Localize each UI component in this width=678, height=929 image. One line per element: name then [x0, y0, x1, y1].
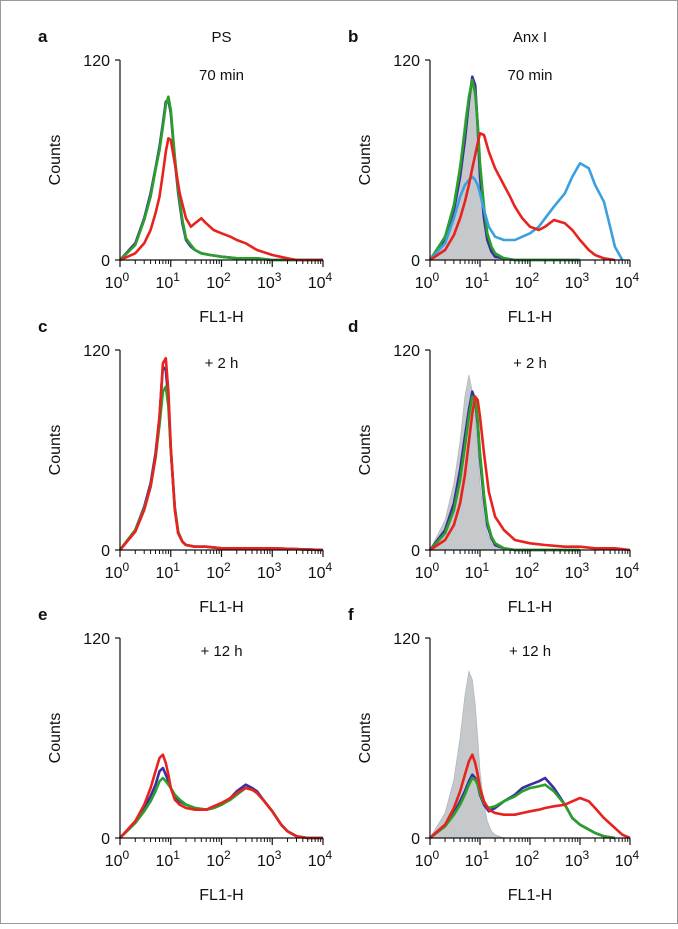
panel-letter: a — [38, 27, 48, 46]
panel-letter: f — [348, 605, 354, 624]
x-tick-label: 104 — [615, 560, 640, 582]
x-tick-label: 101 — [156, 270, 181, 292]
y-tick-label: 120 — [83, 631, 110, 648]
x-tick-label: 103 — [565, 270, 590, 292]
x-tick-label: 102 — [515, 560, 540, 582]
panel-letter: d — [348, 317, 358, 336]
panel-subtitle: + 12 h — [509, 643, 551, 660]
x-axis-label: FL1-H — [199, 887, 243, 904]
y-tick-label: 0 — [101, 543, 110, 560]
y-tick-label: 120 — [393, 631, 420, 648]
x-tick-label: 103 — [257, 560, 282, 582]
panel-a: a PS 70 min 0 120 100 101 102 103 104 FL1-H Counts — [38, 27, 333, 326]
x-tick-label: 104 — [308, 270, 333, 292]
panel-b: b Anx I 70 min 0 120 100 101 102 103 104 FL1-H Coun… — [348, 27, 640, 326]
x-axis-label: FL1-H — [508, 599, 552, 616]
panel-letter: b — [348, 27, 358, 46]
series-line — [429, 753, 631, 840]
x-tick-label: 101 — [465, 848, 490, 870]
x-tick-label: 101 — [465, 560, 490, 582]
x-tick-label: 100 — [105, 560, 130, 582]
y-axis-label: Counts — [357, 135, 374, 186]
x-tick-label: 100 — [415, 848, 440, 870]
x-tick-label: 102 — [515, 270, 540, 292]
series-line — [119, 357, 324, 552]
panel-title: PS — [211, 29, 231, 46]
series-line — [429, 162, 624, 261]
x-axis-label: FL1-H — [199, 309, 243, 326]
panel-d: d + 2 h 0 120 100 101 102 103 104 FL1-H Counts — [348, 317, 640, 616]
x-tick-label: 102 — [206, 848, 231, 870]
x-tick-label: 103 — [565, 848, 590, 870]
panel-title: Anx I — [513, 29, 547, 46]
x-tick-label: 102 — [206, 270, 231, 292]
y-tick-label: 0 — [101, 253, 110, 270]
panel-subtitle: + 2 h — [205, 355, 239, 372]
x-axis-label: FL1-H — [508, 887, 552, 904]
series-line — [429, 776, 616, 840]
x-tick-label: 104 — [308, 560, 333, 582]
x-tick-label: 103 — [257, 270, 282, 292]
x-tick-label: 104 — [615, 270, 640, 292]
panel-subtitle: 70 min — [199, 67, 244, 84]
y-axis-label: Counts — [47, 135, 64, 186]
x-tick-label: 104 — [308, 848, 333, 870]
panel-subtitle: + 12 h — [200, 643, 242, 660]
x-tick-label: 100 — [415, 560, 440, 582]
panel-letter: c — [38, 317, 47, 336]
panel-f: f + 12 h 0 120 100 101 102 103 104 FL1-H Counts — [348, 605, 640, 904]
y-tick-label: 120 — [393, 53, 420, 70]
x-tick-label: 101 — [156, 560, 181, 582]
y-axis-label: Counts — [357, 425, 374, 476]
x-tick-label: 104 — [615, 848, 640, 870]
x-tick-label: 100 — [105, 848, 130, 870]
y-tick-label: 0 — [411, 253, 420, 270]
y-axis-label: Counts — [47, 713, 64, 764]
x-tick-label: 103 — [565, 560, 590, 582]
y-tick-label: 120 — [83, 343, 110, 360]
x-tick-label: 102 — [206, 560, 231, 582]
series-line — [119, 753, 323, 840]
series-line — [429, 395, 580, 552]
y-tick-label: 120 — [393, 343, 420, 360]
x-tick-label: 101 — [465, 270, 490, 292]
series-line — [429, 395, 631, 552]
panel-c: c + 2 h 0 120 100 101 102 103 104 FL1-H Counts — [38, 317, 333, 616]
series-line — [119, 95, 323, 262]
y-tick-label: 0 — [411, 831, 420, 848]
y-tick-label: 120 — [83, 53, 110, 70]
series-line — [429, 132, 616, 262]
x-axis-label: FL1-H — [199, 599, 243, 616]
x-tick-label: 101 — [156, 848, 181, 870]
panel-subtitle: + 2 h — [513, 355, 547, 372]
y-tick-label: 0 — [101, 831, 110, 848]
panel-subtitle: 70 min — [507, 67, 552, 84]
x-tick-label: 103 — [257, 848, 282, 870]
y-axis-label: Counts — [357, 713, 374, 764]
x-tick-label: 100 — [105, 270, 130, 292]
panel-letter: e — [38, 605, 47, 624]
x-tick-label: 100 — [415, 270, 440, 292]
panel-e: e + 12 h 0 120 100 101 102 103 104 FL1-H Counts — [38, 605, 333, 904]
y-axis-label: Counts — [47, 425, 64, 476]
series-fill — [429, 669, 580, 839]
series-line — [119, 137, 323, 262]
x-axis-label: FL1-H — [508, 309, 552, 326]
y-tick-label: 0 — [411, 543, 420, 560]
x-tick-label: 102 — [515, 848, 540, 870]
